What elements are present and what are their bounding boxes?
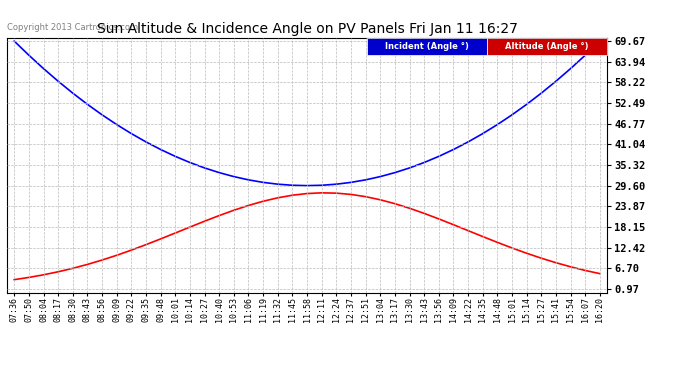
Text: Incident (Angle °): Incident (Angle °) [385, 42, 469, 51]
Title: Sun Altitude & Incidence Angle on PV Panels Fri Jan 11 16:27: Sun Altitude & Incidence Angle on PV Pan… [97, 22, 518, 36]
FancyBboxPatch shape [487, 38, 607, 56]
Text: Copyright 2013 Cartronics.com: Copyright 2013 Cartronics.com [7, 23, 138, 32]
Text: Altitude (Angle °): Altitude (Angle °) [505, 42, 589, 51]
FancyBboxPatch shape [367, 38, 487, 56]
